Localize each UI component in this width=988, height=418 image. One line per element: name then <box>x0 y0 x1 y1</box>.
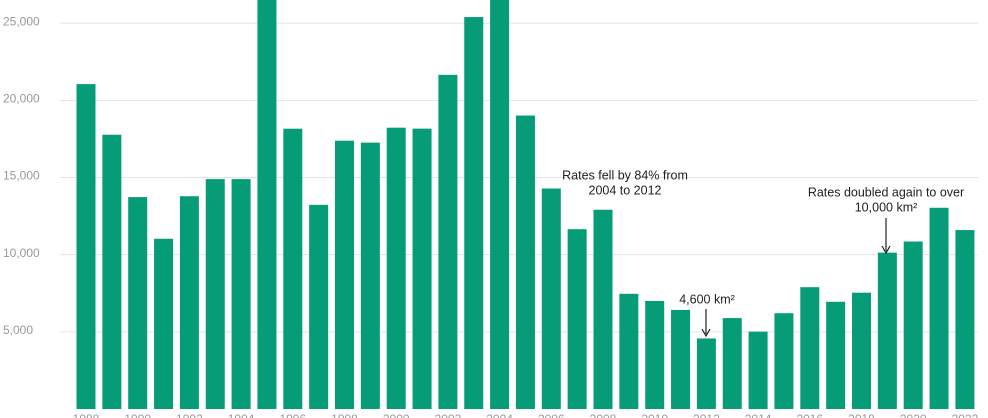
annotation: Rates fell by 84% from <box>562 168 688 182</box>
bar <box>257 0 277 410</box>
bar <box>877 252 897 409</box>
bar <box>800 287 820 409</box>
grid: 5,000 10,000 15,000 20,000 25,000 1988 1990 199… <box>3 14 979 418</box>
bar <box>748 331 768 409</box>
x-tick-label: 1988 <box>73 412 100 418</box>
x-tick-label: 2020 <box>900 412 927 418</box>
x-tick-label: 1998 <box>331 412 358 418</box>
bar <box>283 128 303 410</box>
bar <box>593 209 613 409</box>
annotations: Rates fell by 84% from 2004 to 2012 4,60… <box>562 168 964 338</box>
bar <box>826 301 846 409</box>
bar <box>567 229 587 409</box>
bar <box>852 292 871 409</box>
bar <box>671 309 691 409</box>
x-tick-label: 2006 <box>538 412 565 418</box>
x-tick-label: 2008 <box>590 412 617 418</box>
annotation: 10,000 km² <box>855 200 918 214</box>
bar <box>102 134 122 409</box>
bar <box>205 179 225 409</box>
y-tick-label: 15,000 <box>3 169 40 183</box>
bar <box>128 197 148 409</box>
bar <box>386 127 406 409</box>
bar <box>335 140 354 410</box>
arrow-head <box>701 328 711 338</box>
x-tick-label: 2016 <box>796 412 823 418</box>
bar <box>231 179 251 409</box>
y-tick-label: 5,000 <box>3 323 33 337</box>
bar <box>438 74 458 409</box>
bar <box>722 318 742 409</box>
bar <box>464 17 484 410</box>
bar <box>76 84 96 409</box>
x-tick-label: 2004 <box>486 412 513 418</box>
bar <box>955 230 975 409</box>
x-tick-label: 2002 <box>435 412 462 418</box>
x-tick-label: 1994 <box>228 412 255 418</box>
bar <box>696 338 716 409</box>
bar <box>645 300 665 409</box>
annotation: 2004 to 2012 <box>589 183 662 197</box>
x-tick-label: 1996 <box>279 412 306 418</box>
bar <box>412 128 432 409</box>
bars <box>76 0 975 410</box>
bar <box>309 204 329 409</box>
x-tick-label: 2014 <box>745 412 772 418</box>
bar <box>774 313 794 409</box>
bar <box>154 238 174 409</box>
y-tick-label: 20,000 <box>3 91 40 105</box>
bar <box>179 196 199 409</box>
bar <box>541 188 561 409</box>
x-tick-label: 2012 <box>693 412 720 418</box>
bar <box>515 115 535 410</box>
x-tick-label: 1990 <box>124 412 151 418</box>
x-tick-label: 2018 <box>848 412 875 418</box>
bar <box>903 241 923 409</box>
y-tick-label: 10,000 <box>3 246 40 260</box>
arrow-head <box>881 245 891 255</box>
x-tick-label: 2010 <box>641 412 668 418</box>
x-tick-label: 2022 <box>952 412 979 418</box>
bar <box>619 293 639 409</box>
y-tick-label: 25,000 <box>3 14 40 28</box>
bar <box>360 142 380 409</box>
x-tick-label: 2000 <box>383 412 410 418</box>
bar <box>490 0 510 409</box>
annotation: 4,600 km² <box>679 292 735 306</box>
bar <box>929 207 949 409</box>
annotation: Rates doubled again to over <box>808 185 964 199</box>
x-tick-label: 1992 <box>176 412 203 418</box>
